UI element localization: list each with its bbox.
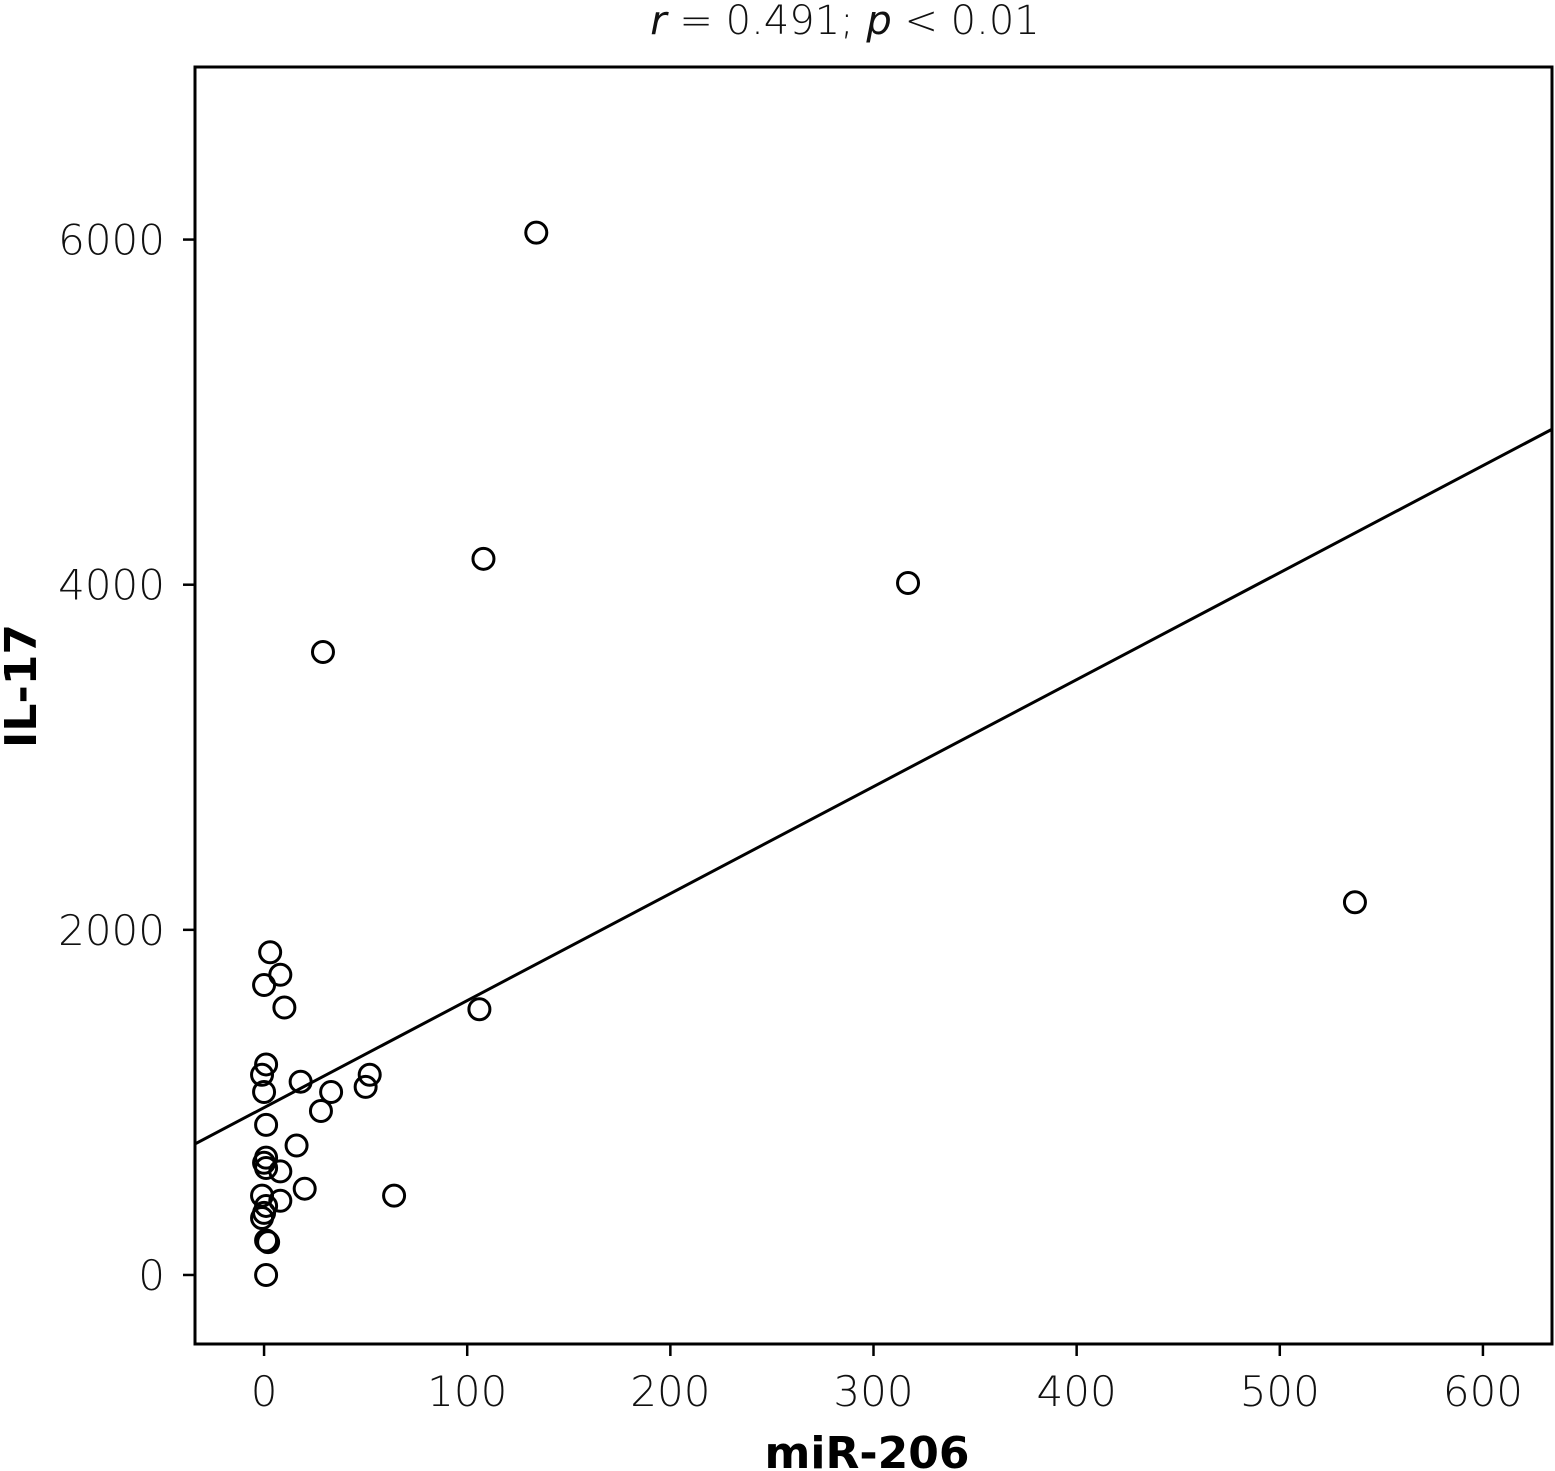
scatter-point (268, 1159, 293, 1184)
scatter-point (284, 1133, 309, 1158)
scatter-point (254, 1228, 279, 1253)
y-axis-title: IL-17 (0, 624, 47, 748)
scatter-point (292, 1176, 317, 1201)
stat-annotation: r = 0.491; p < 0.01 (650, 0, 1040, 44)
regression-line (195, 427, 1552, 1146)
scatter-point (319, 1080, 344, 1105)
y-axis: 0 2000 4000 6000 (58, 216, 195, 1300)
r-value: = 0.491; (667, 0, 867, 44)
scatter-point (467, 997, 492, 1022)
x-tick-label: 0 (251, 1367, 278, 1416)
x-tick-label: 400 (1037, 1367, 1117, 1416)
r-symbol: r (650, 0, 669, 44)
fit-line-layer (195, 427, 1552, 1146)
scatter-point (258, 940, 283, 965)
x-axis-title: miR-206 (765, 1428, 970, 1471)
p-value: < 0.01 (892, 0, 1040, 44)
x-tick-label: 100 (427, 1367, 507, 1416)
scatter-point (254, 1052, 279, 1077)
x-tick-label: 500 (1240, 1367, 1320, 1416)
y-tick-label: 0 (138, 1251, 165, 1300)
points-layer (250, 220, 1367, 1287)
scatter-point (250, 1206, 275, 1231)
scatter-point (353, 1074, 378, 1099)
scatter-point (524, 220, 549, 245)
scatter-point (288, 1069, 313, 1094)
scatter-point (252, 973, 277, 998)
scatter-point (272, 995, 297, 1020)
scatter-point (310, 640, 335, 665)
scatter-point (308, 1099, 333, 1124)
x-tick-label: 300 (833, 1367, 913, 1416)
y-tick-label: 2000 (58, 906, 165, 955)
x-tick-label: 200 (630, 1367, 710, 1416)
scatter-point (382, 1183, 407, 1208)
y-tick-label: 6000 (58, 216, 165, 265)
scatter-point (256, 1230, 281, 1255)
scatter-point (896, 570, 921, 595)
x-tick-label: 600 (1443, 1367, 1523, 1416)
p-symbol: p (865, 0, 891, 44)
scatter-point (254, 1262, 279, 1287)
scatter-point (1342, 890, 1367, 915)
x-axis: 0 100 200 300 400 500 600 (251, 1344, 1523, 1416)
scatter-point (357, 1062, 382, 1087)
scatter-point (471, 546, 496, 571)
scatter-point (268, 1188, 293, 1213)
scatter-point (254, 1155, 279, 1180)
scatter-point (252, 1080, 277, 1105)
y-tick-label: 4000 (58, 561, 165, 610)
scatter-point (250, 1062, 275, 1087)
scatter-point (254, 1112, 279, 1137)
plot-frame (193, 65, 1554, 1346)
